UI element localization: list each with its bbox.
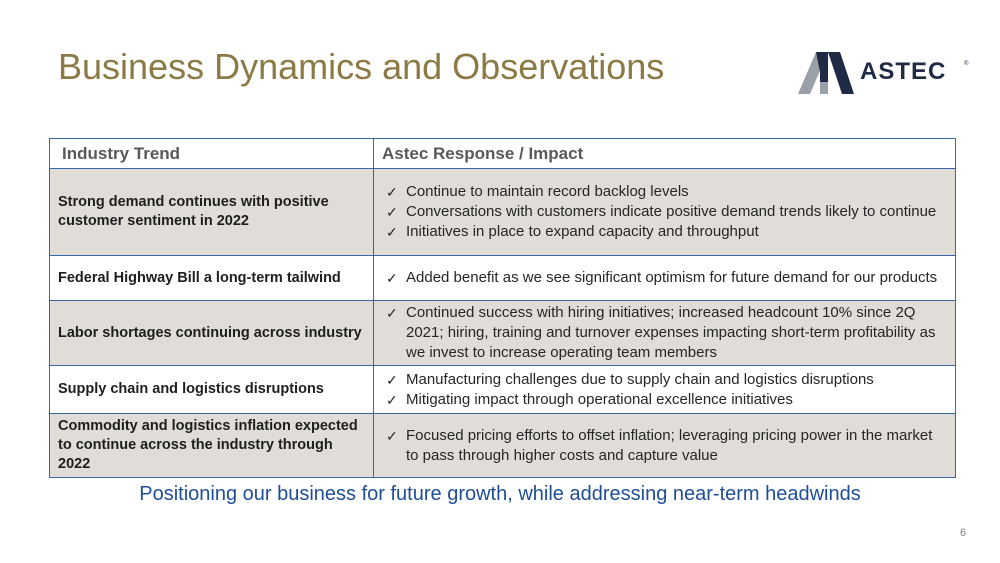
response-item: ✓ Manufacturing challenges due to supply … (386, 370, 874, 388)
trend-cell: Commodity and logistics inflation expect… (49, 413, 374, 478)
header-astec-response: Astec Response / Impact (373, 138, 956, 169)
trend-cell: Supply chain and logistics disruptions (49, 365, 374, 414)
footer-tagline: Positioning our business for future grow… (139, 483, 861, 505)
table-row: Strong demand continues with positive cu… (49, 168, 956, 256)
response-cell: ✓ Focused pricing efforts to offset infla… (373, 413, 956, 478)
response-item: ✓ Mitigating impact through operational e… (386, 390, 793, 408)
logo-trademark: ® (964, 61, 969, 67)
table-row: Commodity and logistics inflation expect… (49, 413, 956, 478)
check-icon: ✓ (386, 427, 398, 444)
astec-logo: ASTEC ® (798, 52, 968, 94)
check-icon: ✓ (386, 270, 398, 286)
table-row: Labor shortages continuing across indust… (49, 300, 956, 366)
response-item: ✓ Continued success with hiring initiativ… (386, 304, 936, 361)
logo-text: ASTEC (860, 58, 947, 85)
table-header-row: Industry Trend Astec Response / Impact (49, 138, 956, 169)
response-item: ✓ Conversations with customers indicate p… (386, 203, 937, 220)
table-row: Supply chain and logistics disruptions ✓… (49, 365, 956, 414)
check-icon: ✓ (386, 391, 398, 408)
astec-logo-mark-icon (798, 52, 854, 94)
response-cell: ✓ Continue to maintain record backlog lev… (373, 168, 956, 256)
response-item: ✓ Initiatives in place to expand capacity… (386, 223, 759, 240)
response-item: ✓ Focused pricing efforts to offset infla… (386, 426, 933, 464)
check-icon: ✓ (386, 204, 398, 220)
trends-table: Industry Trend Astec Response / Impact S… (49, 138, 956, 478)
check-icon: ✓ (386, 184, 398, 200)
response-cell: ✓ Continued success with hiring initiativ… (373, 300, 956, 366)
response-item: ✓ Added benefit as we see significant opt… (386, 269, 938, 286)
header-industry-trend: Industry Trend (49, 138, 374, 169)
response-item: ✓ Continue to maintain record backlog lev… (386, 183, 689, 200)
response-cell: ✓ Added benefit as we see significant opt… (373, 255, 956, 301)
check-icon: ✓ (386, 371, 398, 388)
page-number: 6 (960, 527, 967, 539)
table-row: Federal Highway Bill a long-term tailwin… (49, 255, 956, 301)
response-cell: ✓ Manufacturing challenges due to supply … (373, 365, 956, 414)
slide-title: Business Dynamics and Observations (58, 46, 665, 87)
check-icon: ✓ (386, 224, 398, 240)
trend-cell: Strong demand continues with positive cu… (49, 168, 374, 256)
check-icon: ✓ (386, 305, 398, 321)
trend-cell: Federal Highway Bill a long-term tailwin… (49, 255, 374, 301)
trend-cell: Labor shortages continuing across indust… (49, 300, 374, 366)
